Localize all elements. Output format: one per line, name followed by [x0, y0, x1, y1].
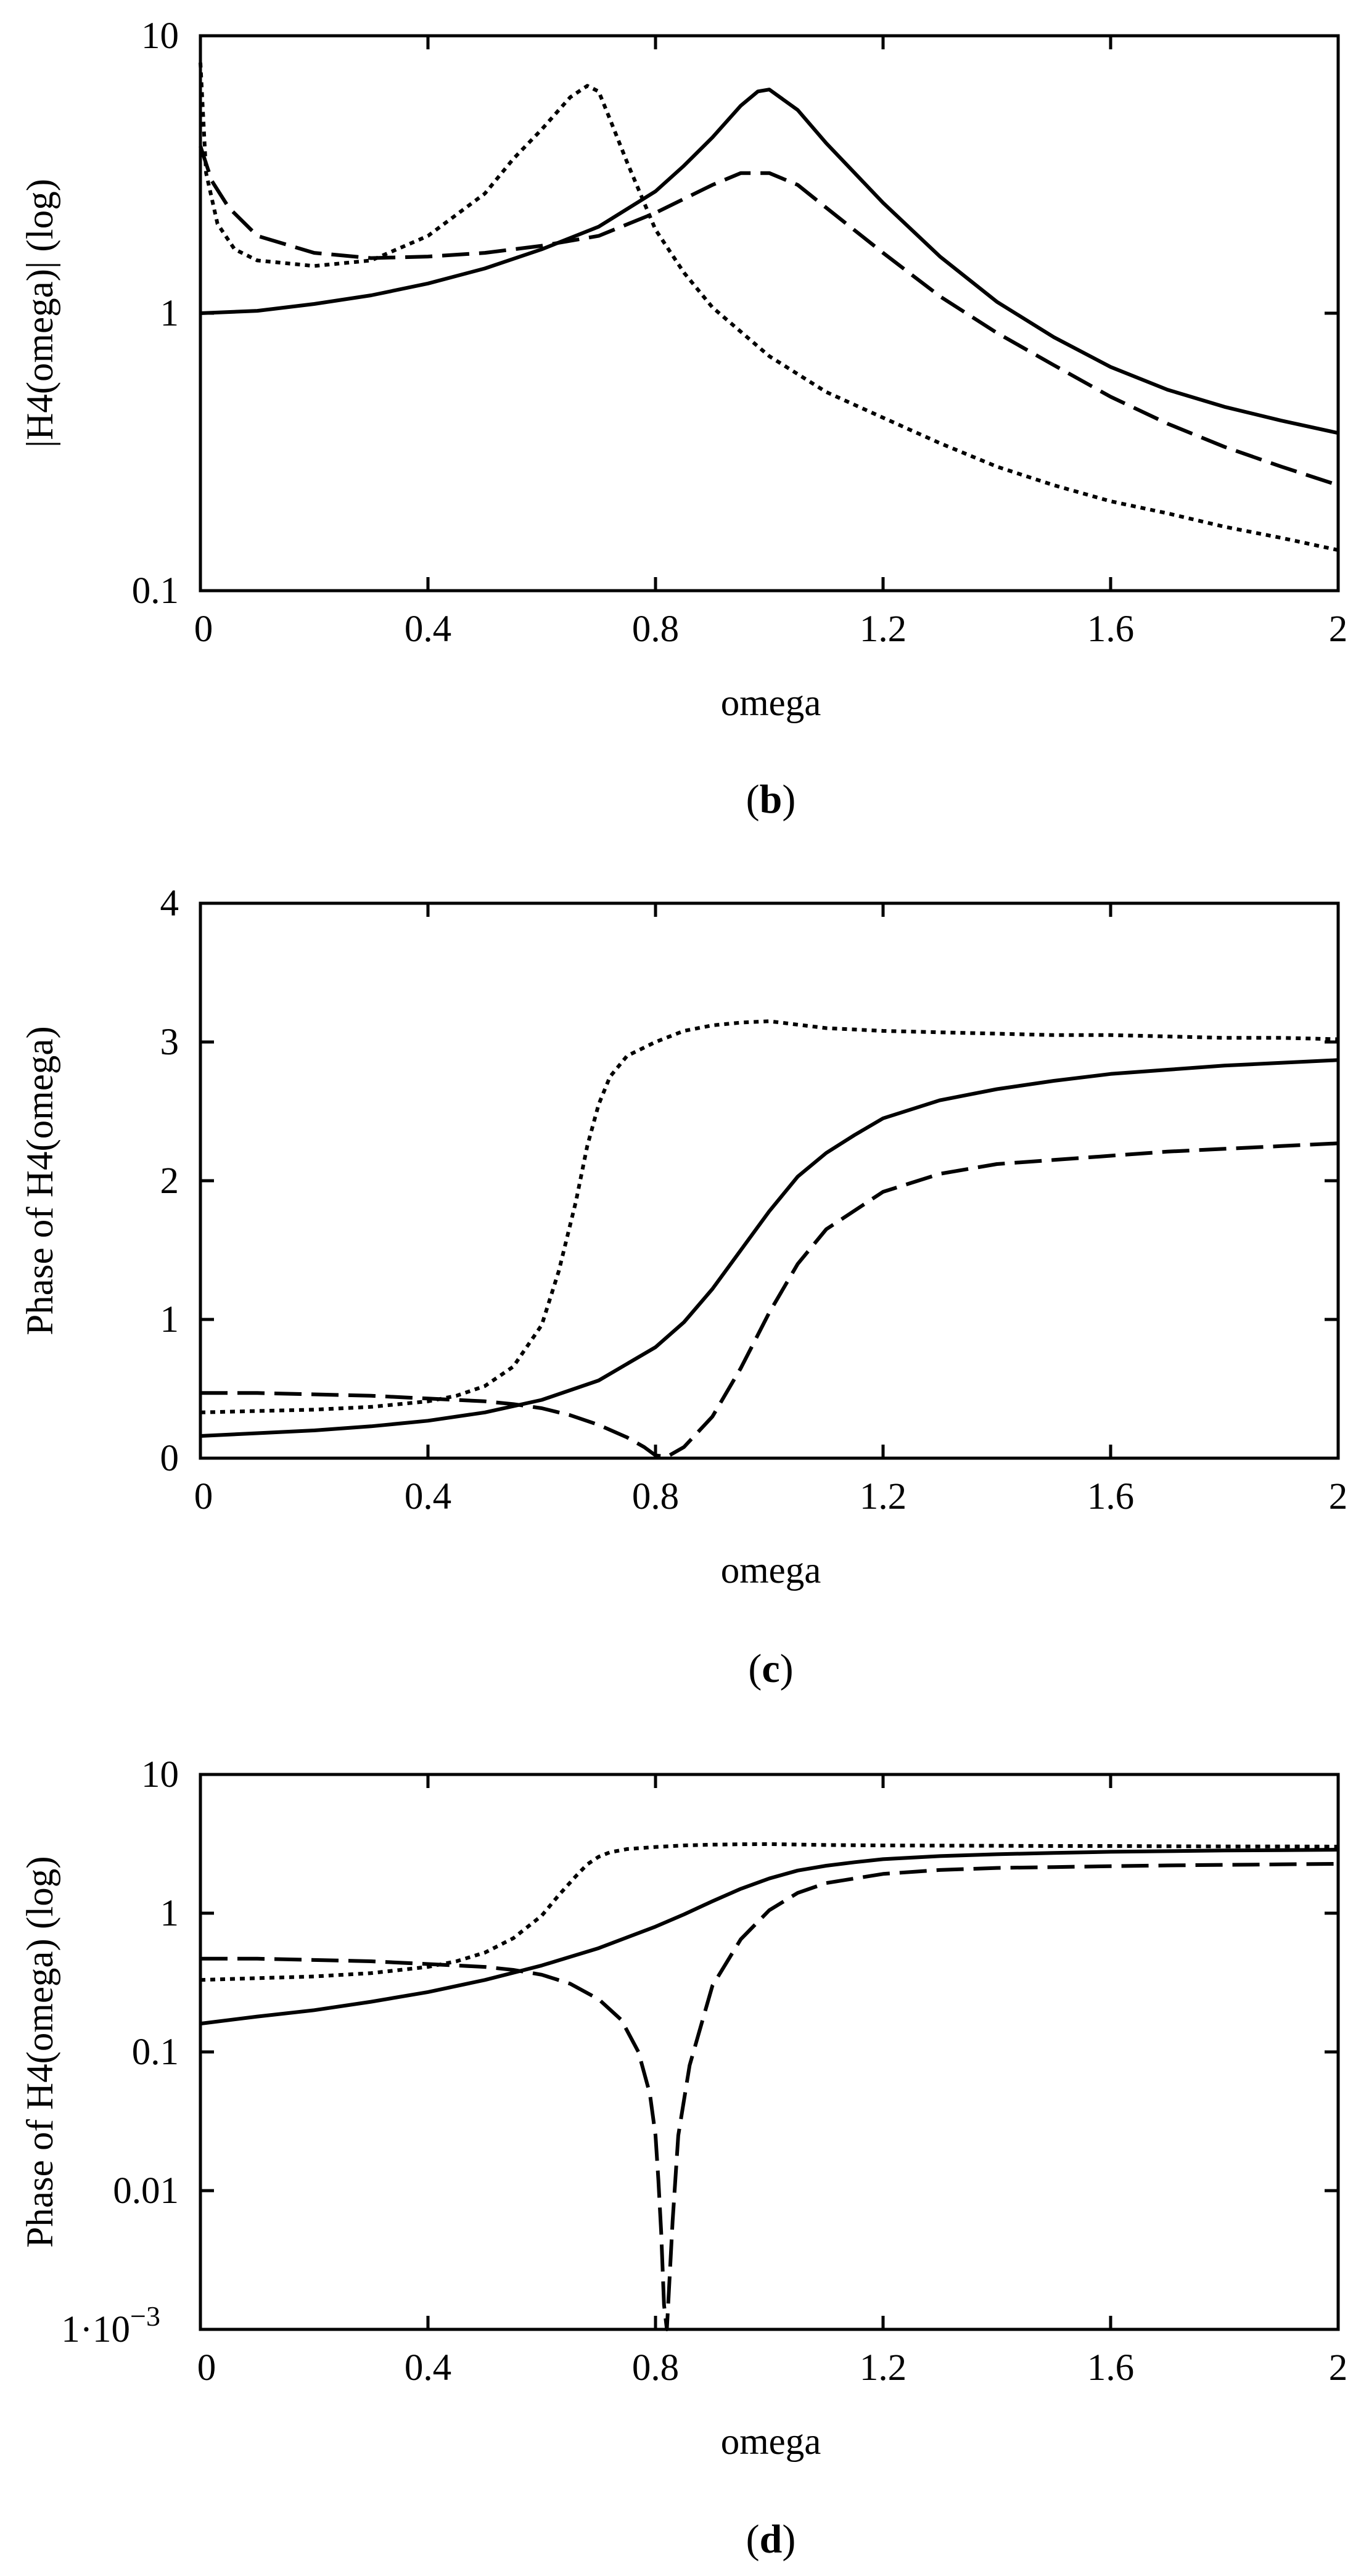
x-tick-label: 2 [1329, 2347, 1348, 2389]
series-line-dotted [200, 1019, 1339, 1414]
chart-panel-c: 4 3 2 1 0 0 0.4 0.8 1.2 1.6 2 omega Phas… [20, 883, 1347, 1691]
x-tick-label: 0.8 [632, 2347, 679, 2389]
y-tick-label: 1 [160, 1299, 179, 1340]
y-tick-label: 10 [141, 1754, 179, 1795]
caption-close: ) [782, 777, 796, 822]
series-layer-c [200, 1019, 1339, 1459]
x-tick-label: 1.6 [1087, 2347, 1134, 2389]
y-axis-label: Phase of H4(omega) (log) [20, 1856, 61, 2247]
x-tick-label: 2 [1329, 1476, 1348, 1517]
x-tick-label: 0.4 [405, 609, 451, 650]
x-tick-label: 0.4 [405, 2347, 451, 2389]
x-tick-label: 2 [1329, 609, 1348, 650]
x-axis-label: omega [721, 683, 821, 724]
y-axis-label: |H4(omega)| (log) [20, 179, 61, 448]
y-tick-exponent: −3 [130, 2300, 160, 2332]
panel-caption-c: (c) [748, 1646, 793, 1691]
x-tick-label: 1.6 [1087, 609, 1134, 650]
x-tick-label: 0 [194, 1476, 213, 1517]
x-tick-label: 1.2 [860, 1476, 906, 1517]
caption-close: ) [780, 1646, 794, 1691]
y-tick-label: 3 [160, 1022, 179, 1063]
series-line-dashed [200, 1861, 1339, 2331]
caption-letter: b [760, 777, 783, 822]
x-tick-label: 0 [194, 609, 213, 650]
x-tick-label: 1.6 [1087, 1476, 1134, 1517]
series-line-solid [200, 1058, 1339, 1438]
y-axis-label: Phase of H4(omega) [20, 1026, 61, 1335]
y-tick-mantissa: 1·10 [61, 2309, 130, 2350]
x-tick-label: 0 [197, 2347, 216, 2389]
plot-frame-b [199, 34, 1340, 593]
y-tick-label: 2 [160, 1160, 179, 1202]
series-line-solid [200, 88, 1339, 435]
caption-letter: c [762, 1646, 779, 1691]
plot-frame-d [199, 1773, 1340, 2331]
tick-marks-c [199, 901, 1340, 1460]
tick-marks-b [199, 34, 1340, 593]
panel-caption-d: (d) [746, 2517, 796, 2562]
y-tick-label: 0.1 [132, 2032, 179, 2073]
series-line-dotted [199, 62, 1339, 552]
x-tick-label: 1.2 [860, 609, 906, 650]
series-line-dashed [200, 1141, 1339, 1459]
y-tick-label: 1 [160, 293, 179, 334]
x-tick-label: 1.2 [860, 2347, 906, 2389]
caption-letter: d [760, 2517, 783, 2562]
y-tick-label: 0.01 [113, 2170, 179, 2212]
x-axis-label: omega [721, 1550, 821, 1591]
series-layer-d [200, 1842, 1339, 2331]
series-line-solid [200, 1848, 1339, 2026]
y-tick-label: 10 [141, 15, 179, 57]
chart-panel-d: 10 1 0.1 0.01 1·10−3 0 0.4 0.8 1.2 1.6 2… [20, 1754, 1347, 2562]
x-tick-label: 0.4 [405, 1476, 451, 1517]
y-tick-label-min: 1·10−3 [61, 2300, 160, 2350]
caption-close: ) [782, 2517, 796, 2562]
tick-marks-d [199, 1773, 1340, 2331]
chart-panel-b: 10 1 0.1 0 0.4 0.8 1.2 1.6 2 omega |H4(o… [20, 15, 1347, 822]
series-line-dashed [199, 146, 1339, 487]
x-tick-label: 0.8 [632, 609, 679, 650]
y-tick-label: 1 [160, 1893, 179, 1934]
series-layer-b [199, 62, 1339, 552]
x-axis-label: omega [721, 2421, 821, 2463]
caption-open: ( [748, 1646, 762, 1691]
y-tick-label: 4 [160, 883, 179, 924]
y-tick-label: 0 [160, 1438, 179, 1479]
caption-open: ( [746, 2517, 760, 2562]
y-tick-label: 0.1 [132, 570, 179, 612]
x-tick-label: 0.8 [632, 1476, 679, 1517]
panel-caption-b: (b) [746, 777, 796, 822]
caption-open: ( [746, 777, 760, 822]
plot-frame-c [199, 901, 1340, 1460]
